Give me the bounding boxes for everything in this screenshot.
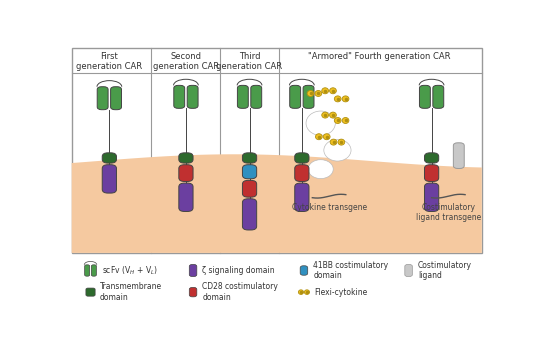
Text: Costimulatory
ligand: Costimulatory ligand xyxy=(418,261,472,280)
FancyBboxPatch shape xyxy=(190,287,197,297)
FancyBboxPatch shape xyxy=(174,85,185,108)
FancyBboxPatch shape xyxy=(295,183,309,211)
FancyBboxPatch shape xyxy=(102,153,117,163)
FancyBboxPatch shape xyxy=(187,85,198,108)
Ellipse shape xyxy=(308,160,333,179)
Ellipse shape xyxy=(306,111,335,135)
Ellipse shape xyxy=(329,112,336,118)
Text: Flexi-cytokine: Flexi-cytokine xyxy=(314,287,368,297)
FancyBboxPatch shape xyxy=(424,153,438,163)
FancyBboxPatch shape xyxy=(251,85,262,108)
FancyBboxPatch shape xyxy=(242,153,256,163)
Text: 41BB costimulatory
domain: 41BB costimulatory domain xyxy=(313,261,388,280)
Text: ζ signaling domain: ζ signaling domain xyxy=(202,266,275,275)
FancyBboxPatch shape xyxy=(242,165,256,179)
Ellipse shape xyxy=(307,91,314,97)
FancyBboxPatch shape xyxy=(433,85,444,108)
Ellipse shape xyxy=(315,134,322,140)
Ellipse shape xyxy=(342,96,349,102)
Ellipse shape xyxy=(334,118,341,124)
Polygon shape xyxy=(72,154,482,253)
FancyBboxPatch shape xyxy=(295,153,309,163)
FancyBboxPatch shape xyxy=(295,165,309,181)
Ellipse shape xyxy=(338,139,345,145)
FancyBboxPatch shape xyxy=(420,85,430,108)
FancyBboxPatch shape xyxy=(102,165,117,193)
FancyBboxPatch shape xyxy=(424,183,438,211)
FancyBboxPatch shape xyxy=(72,47,482,253)
FancyBboxPatch shape xyxy=(97,87,108,110)
Ellipse shape xyxy=(329,88,336,94)
FancyBboxPatch shape xyxy=(85,265,90,276)
Ellipse shape xyxy=(334,96,341,102)
Ellipse shape xyxy=(324,139,351,161)
Text: Costimulatory
ligand transgene: Costimulatory ligand transgene xyxy=(416,203,481,222)
FancyBboxPatch shape xyxy=(111,87,122,110)
Text: First
generation CAR: First generation CAR xyxy=(76,52,143,71)
FancyBboxPatch shape xyxy=(300,266,308,275)
FancyBboxPatch shape xyxy=(405,264,413,277)
Ellipse shape xyxy=(315,91,322,97)
Ellipse shape xyxy=(299,290,303,294)
FancyBboxPatch shape xyxy=(179,153,193,163)
Text: Transmembrane
domain: Transmembrane domain xyxy=(100,283,162,302)
FancyBboxPatch shape xyxy=(86,288,95,296)
Text: Second
generation CAR: Second generation CAR xyxy=(153,52,219,71)
FancyBboxPatch shape xyxy=(242,180,256,197)
FancyBboxPatch shape xyxy=(290,85,301,108)
Text: Cytokine transgene: Cytokine transgene xyxy=(292,203,367,212)
Ellipse shape xyxy=(322,112,328,118)
Ellipse shape xyxy=(322,88,328,94)
FancyBboxPatch shape xyxy=(179,165,193,181)
FancyBboxPatch shape xyxy=(242,199,256,230)
Text: "Armored" Fourth generation CAR: "Armored" Fourth generation CAR xyxy=(308,52,450,61)
Text: scFv (V$_H$ + V$_L$): scFv (V$_H$ + V$_L$) xyxy=(102,264,158,277)
Ellipse shape xyxy=(305,290,309,294)
Text: CD28 costimulatory
domain: CD28 costimulatory domain xyxy=(202,283,278,302)
Ellipse shape xyxy=(342,118,349,124)
Ellipse shape xyxy=(330,139,337,145)
Text: Third
generation CAR: Third generation CAR xyxy=(217,52,282,71)
FancyBboxPatch shape xyxy=(238,85,248,108)
FancyBboxPatch shape xyxy=(424,165,438,181)
FancyBboxPatch shape xyxy=(190,264,197,277)
FancyBboxPatch shape xyxy=(454,143,464,168)
Ellipse shape xyxy=(323,134,330,140)
FancyBboxPatch shape xyxy=(91,265,96,276)
FancyBboxPatch shape xyxy=(179,183,193,211)
FancyBboxPatch shape xyxy=(303,85,314,108)
